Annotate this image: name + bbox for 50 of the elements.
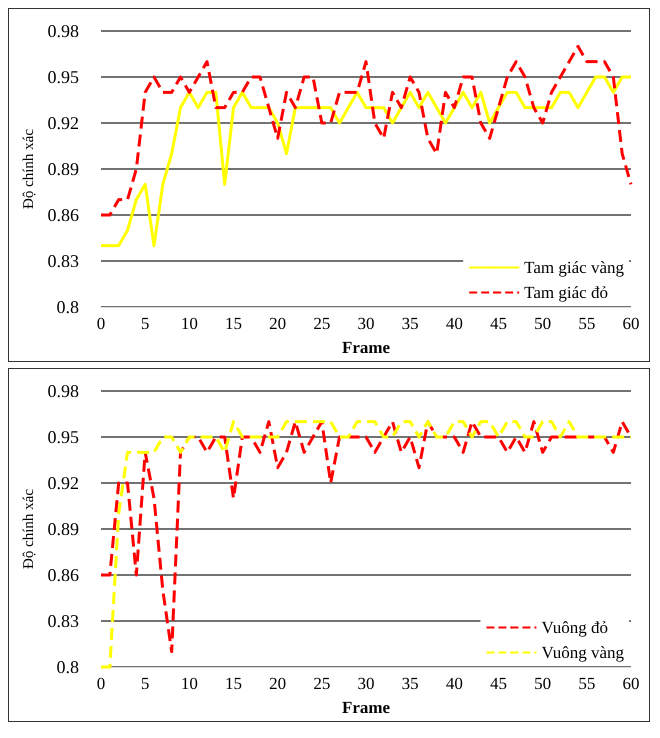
- x-tick-label: 20: [269, 314, 286, 333]
- y-tick-label: 0.95: [48, 427, 79, 447]
- y-axis-title: Độ chính xác: [21, 128, 38, 209]
- x-axis-title: Frame: [342, 698, 391, 717]
- x-tick-label: 40: [446, 674, 463, 693]
- x-tick-label: 40: [446, 314, 463, 333]
- x-tick-label: 10: [180, 314, 198, 333]
- x-tick-label: 10: [180, 674, 198, 693]
- legend-label: Tam giác đỏ: [524, 283, 608, 302]
- x-tick-label: 30: [358, 674, 374, 693]
- y-tick-label: 0.8: [56, 657, 79, 677]
- legend-label: Vuông đỏ: [541, 618, 608, 637]
- y-tick-label: 0.92: [48, 113, 79, 133]
- y-tick-label: 0.83: [48, 251, 79, 271]
- x-tick-label: 25: [313, 314, 330, 333]
- y-tick-label: 0.8: [56, 297, 79, 317]
- y-tick-label: 0.86: [48, 205, 79, 225]
- x-tick-label: 50: [534, 674, 552, 693]
- x-tick-label: 60: [622, 314, 640, 333]
- legend-label: Vuông vàng: [541, 643, 624, 662]
- legend-label: Tam giác vàng: [524, 258, 624, 277]
- x-tick-label: 15: [225, 674, 242, 693]
- x-tick-label: 20: [269, 674, 286, 693]
- x-tick-label: 35: [402, 314, 419, 333]
- y-tick-label: 0.89: [48, 519, 79, 539]
- line-series: [100, 44, 632, 216]
- y-tick-label: 0.86: [48, 565, 79, 585]
- y-tick-label: 0.95: [48, 67, 79, 87]
- x-tick-label: 25: [313, 674, 330, 693]
- x-tick-label: 0: [96, 314, 106, 333]
- y-tick-label: 0.83: [48, 611, 79, 631]
- x-tick-label: 5: [140, 314, 150, 333]
- x-tick-label: 15: [225, 314, 242, 333]
- x-tick-label: 45: [490, 314, 507, 333]
- y-axis-title: Độ chính xác: [21, 488, 38, 569]
- x-tick-label: 50: [534, 314, 552, 333]
- x-tick-label: 0: [96, 674, 106, 693]
- y-tick-label: 0.89: [48, 159, 79, 179]
- x-tick-label: 5: [140, 674, 150, 693]
- x-tick-label: 55: [578, 314, 596, 333]
- x-tick-label: 30: [358, 314, 374, 333]
- y-tick-label: 0.98: [48, 381, 79, 401]
- x-tick-label: 35: [402, 674, 419, 693]
- y-tick-label: 0.92: [48, 473, 79, 493]
- x-tick-label: 45: [490, 674, 507, 693]
- x-tick-label: 60: [622, 674, 640, 693]
- y-tick-label: 0.98: [48, 21, 79, 41]
- x-axis-title: Frame: [342, 338, 391, 357]
- x-tick-label: 55: [578, 674, 596, 693]
- line-series: [100, 76, 632, 248]
